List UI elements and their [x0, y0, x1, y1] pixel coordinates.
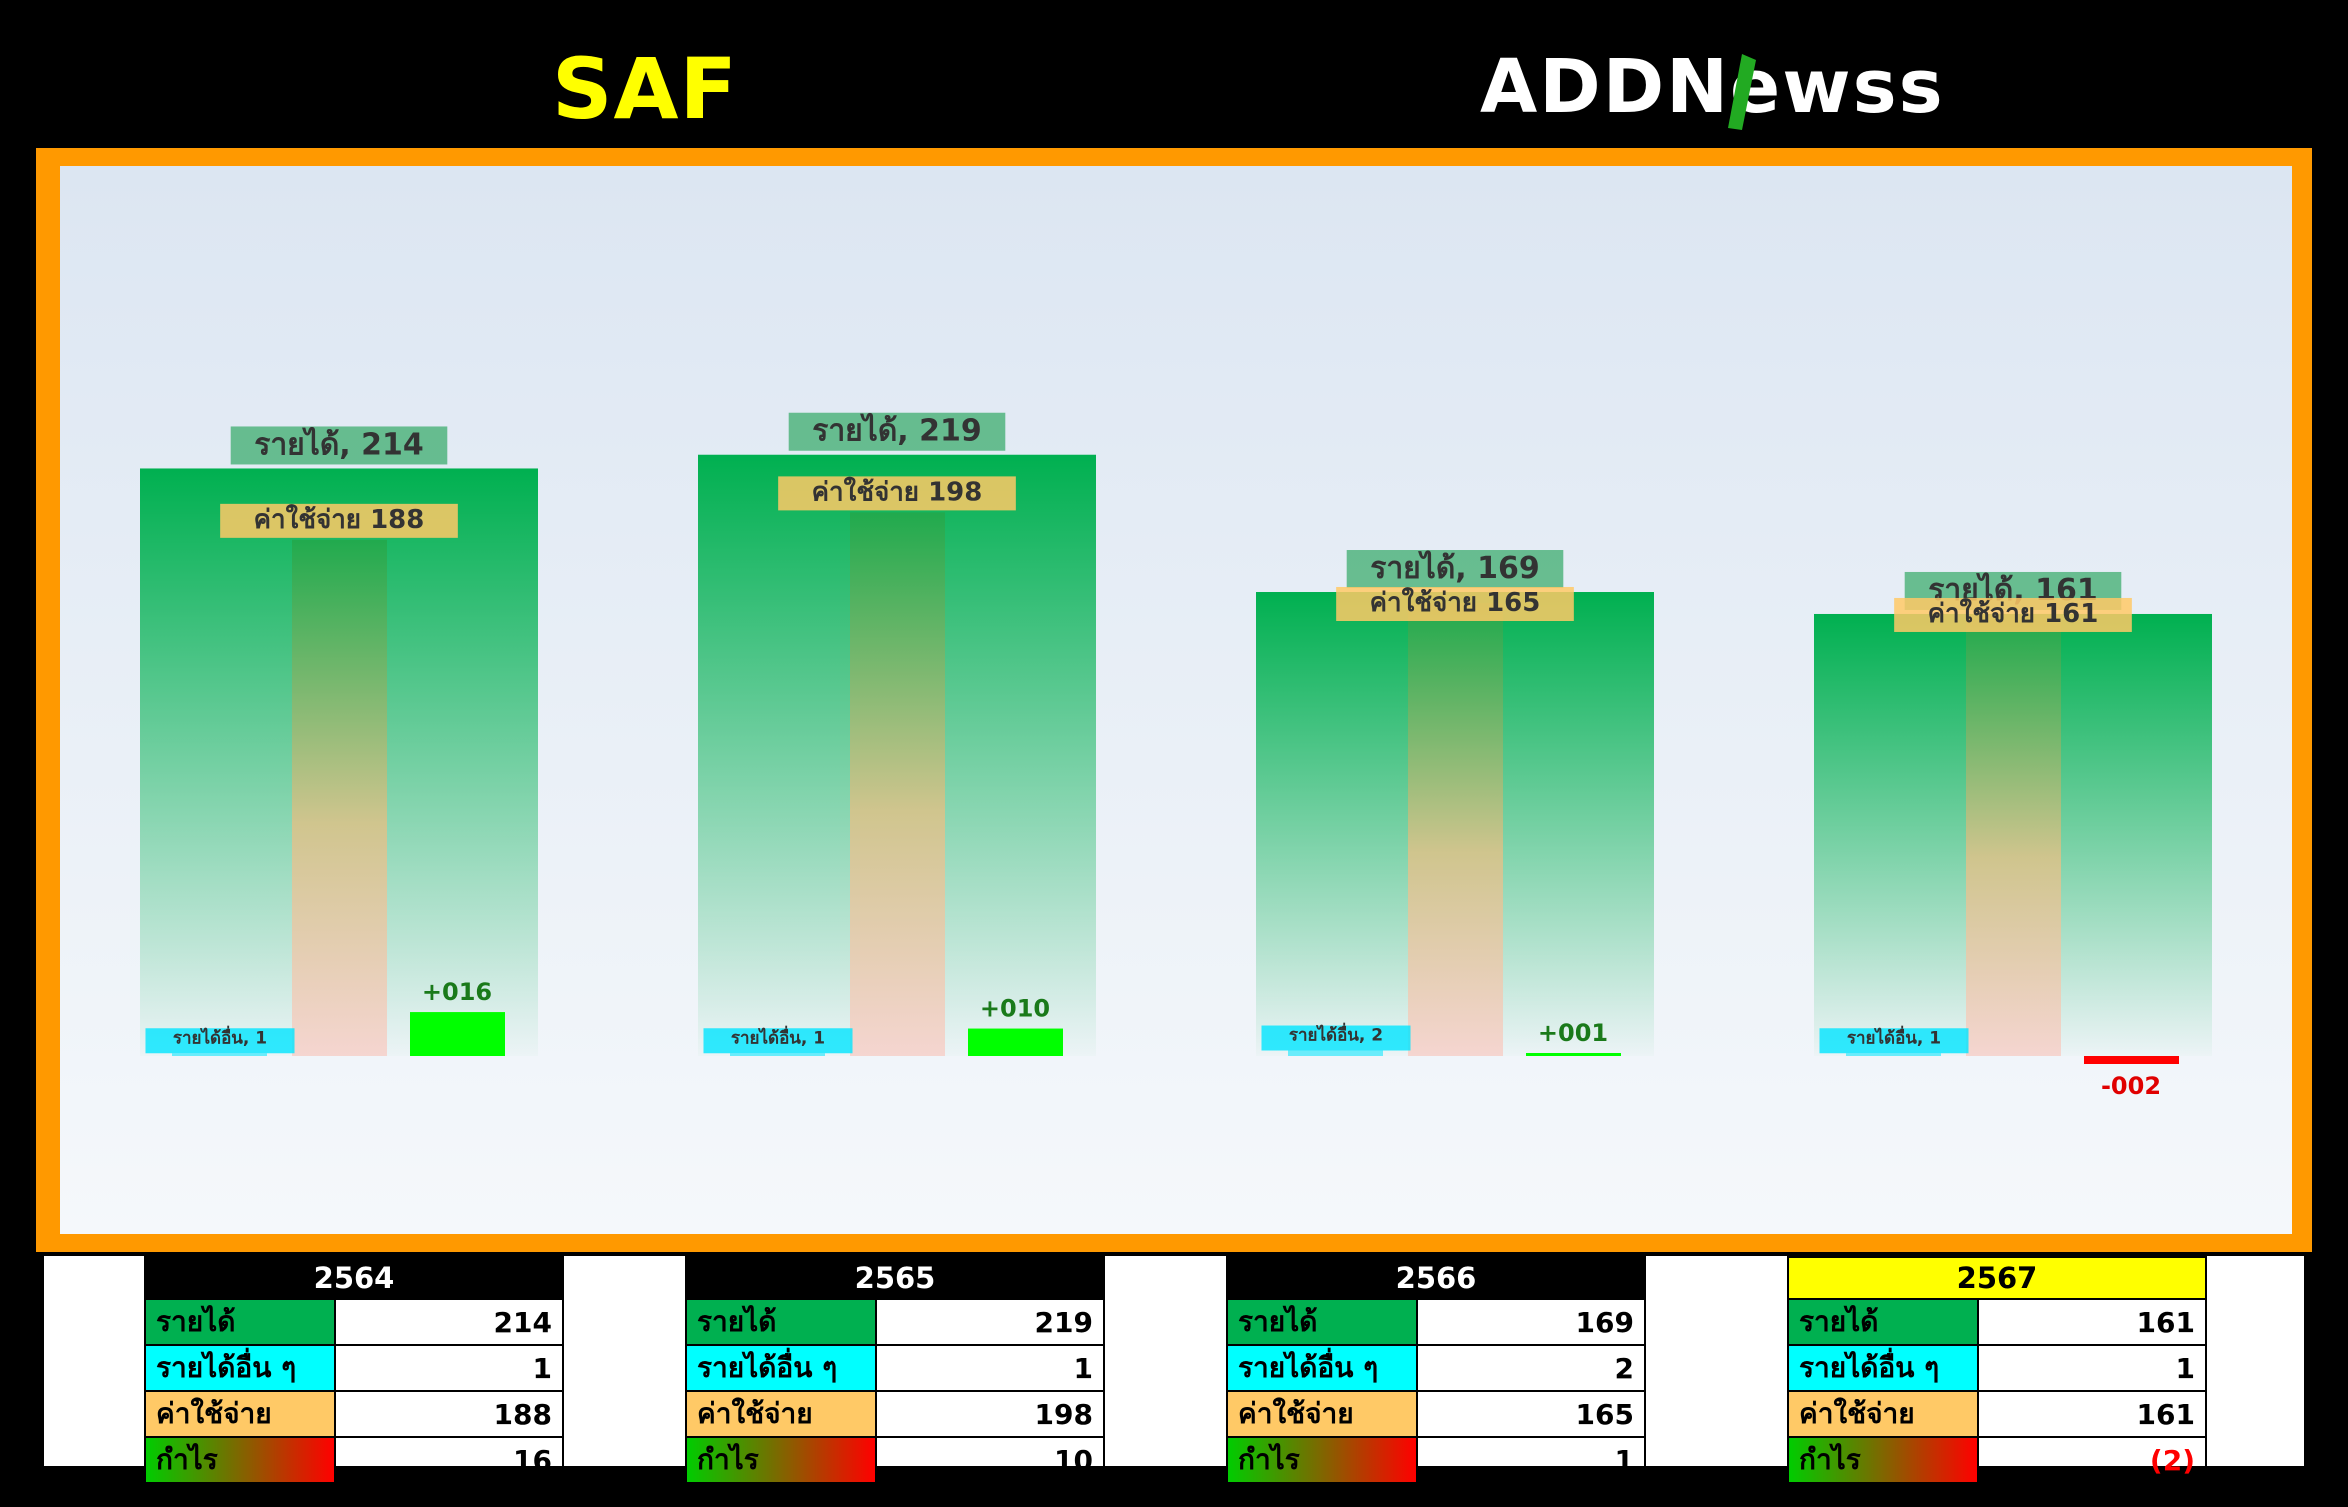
expense-data-label: ค่าใช้จ่าย 161: [1928, 598, 2099, 629]
row-value-expense: 161: [1977, 1390, 2207, 1438]
revenue-data-label: รายได้, 219: [812, 413, 982, 449]
expense-data-label-bg: [778, 476, 1016, 511]
row-value-revenue: 169: [1416, 1298, 1646, 1346]
row-value-other-income: 2: [1416, 1344, 1646, 1392]
row-value-profit: (2): [1977, 1436, 2207, 1484]
row-label-other-income: รายได้อื่น ๆ: [685, 1344, 877, 1392]
other-income-data-label-bg: [1819, 1028, 1969, 1054]
row-value-revenue: 219: [875, 1298, 1105, 1346]
chart: รายได้, 214 ค่าใช้จ่าย 188 รายได้อื่น, 1 +0…: [140, 412, 2212, 1100]
row-label-profit: กำไร: [144, 1436, 336, 1484]
row-label-profit: กำไร: [1226, 1436, 1418, 1484]
year-header: 2565: [685, 1256, 1105, 1300]
profit-data-label: +001: [1538, 1019, 1608, 1047]
other-income-data-label: รายได้อื่น, 2: [1289, 1023, 1383, 1046]
revenue-data-label-bg: [1346, 550, 1564, 589]
other-income-bar: [172, 1053, 267, 1056]
row-label-expense: ค่าใช้จ่าย: [1787, 1390, 1979, 1438]
logo-text: ADDNewss: [1480, 44, 1945, 130]
row-label-profit: กำไร: [1787, 1436, 1979, 1484]
row-value-profit: 1: [1416, 1436, 1646, 1484]
row-value-expense: 165: [1416, 1390, 1646, 1438]
profit-data-label: -002: [2101, 1072, 2161, 1100]
row-label-other-income: รายได้อื่น ๆ: [1787, 1344, 1979, 1392]
other-income-data-label-bg: [1261, 1025, 1411, 1051]
row-label-other-income: รายได้อื่น ๆ: [1226, 1344, 1418, 1392]
revenue-data-label: รายได้, 214: [254, 426, 424, 462]
row-label-expense: ค่าใช้จ่าย: [144, 1390, 336, 1438]
profit-bar: [2084, 1056, 2179, 1064]
profit-bar: [1526, 1053, 1621, 1056]
expense-data-label: ค่าใช้จ่าย 188: [254, 504, 425, 535]
other-income-data-label-bg: [145, 1028, 295, 1054]
row-value-profit: 16: [334, 1436, 564, 1484]
expense-bar: [850, 512, 945, 1056]
year-header: 2564: [144, 1256, 564, 1300]
expense-data-label-bg: [1336, 586, 1574, 621]
row-label-profit: กำไร: [685, 1436, 877, 1484]
other-income-bar: [730, 1053, 825, 1056]
year-header-current: 2567: [1787, 1256, 2207, 1300]
revenue-data-label: รายได้, 169: [1370, 550, 1540, 586]
row-value-other-income: 1: [1977, 1344, 2207, 1392]
logo-swoosh-icon: [1728, 54, 1756, 130]
profit-bar: [410, 1012, 505, 1056]
expense-bar: [1408, 602, 1503, 1056]
profit-data-label: +010: [980, 995, 1050, 1023]
revenue-data-label-bg: [788, 412, 1006, 451]
year-header: 2566: [1226, 1256, 1646, 1300]
row-value-other-income: 1: [334, 1344, 564, 1392]
row-label-expense: ค่าใช้จ่าย: [685, 1390, 877, 1438]
other-income-bar: [1288, 1050, 1383, 1056]
row-label-revenue: รายได้: [1226, 1298, 1418, 1346]
addnewss-logo: ADDNewss: [1480, 44, 1945, 130]
row-value-expense: 188: [334, 1390, 564, 1438]
expense-data-label-bg: [220, 503, 458, 538]
other-income-data-label-bg: [703, 1028, 853, 1054]
row-value-other-income: 1: [875, 1344, 1105, 1392]
revenue-data-label-bg: [230, 426, 448, 465]
expense-data-label: ค่าใช้จ่าย 165: [1370, 587, 1541, 618]
row-label-revenue: รายได้: [144, 1298, 336, 1346]
expense-data-label-bg: [1894, 597, 2132, 632]
other-income-data-label: รายได้อื่น, 1: [173, 1025, 267, 1048]
other-income-data-label: รายได้อื่น, 1: [731, 1025, 825, 1048]
expense-bar: [292, 539, 387, 1056]
expense-bar: [1966, 613, 2061, 1056]
row-label-revenue: รายได้: [1787, 1298, 1979, 1346]
row-label-expense: ค่าใช้จ่าย: [1226, 1390, 1418, 1438]
profit-data-label: +016: [422, 978, 492, 1006]
expense-data-label: ค่าใช้จ่าย 198: [812, 476, 983, 507]
row-value-revenue: 214: [334, 1298, 564, 1346]
profit-bar: [968, 1028, 1063, 1056]
ticker-title: SAF: [552, 40, 738, 138]
other-income-bar: [1846, 1053, 1941, 1056]
row-label-other-income: รายได้อื่น ๆ: [144, 1344, 336, 1392]
row-label-revenue: รายได้: [685, 1298, 877, 1346]
row-value-profit: 10: [875, 1436, 1105, 1484]
other-income-data-label: รายได้อื่น, 1: [1847, 1025, 1941, 1048]
row-value-expense: 198: [875, 1390, 1105, 1438]
row-value-revenue: 161: [1977, 1298, 2207, 1346]
